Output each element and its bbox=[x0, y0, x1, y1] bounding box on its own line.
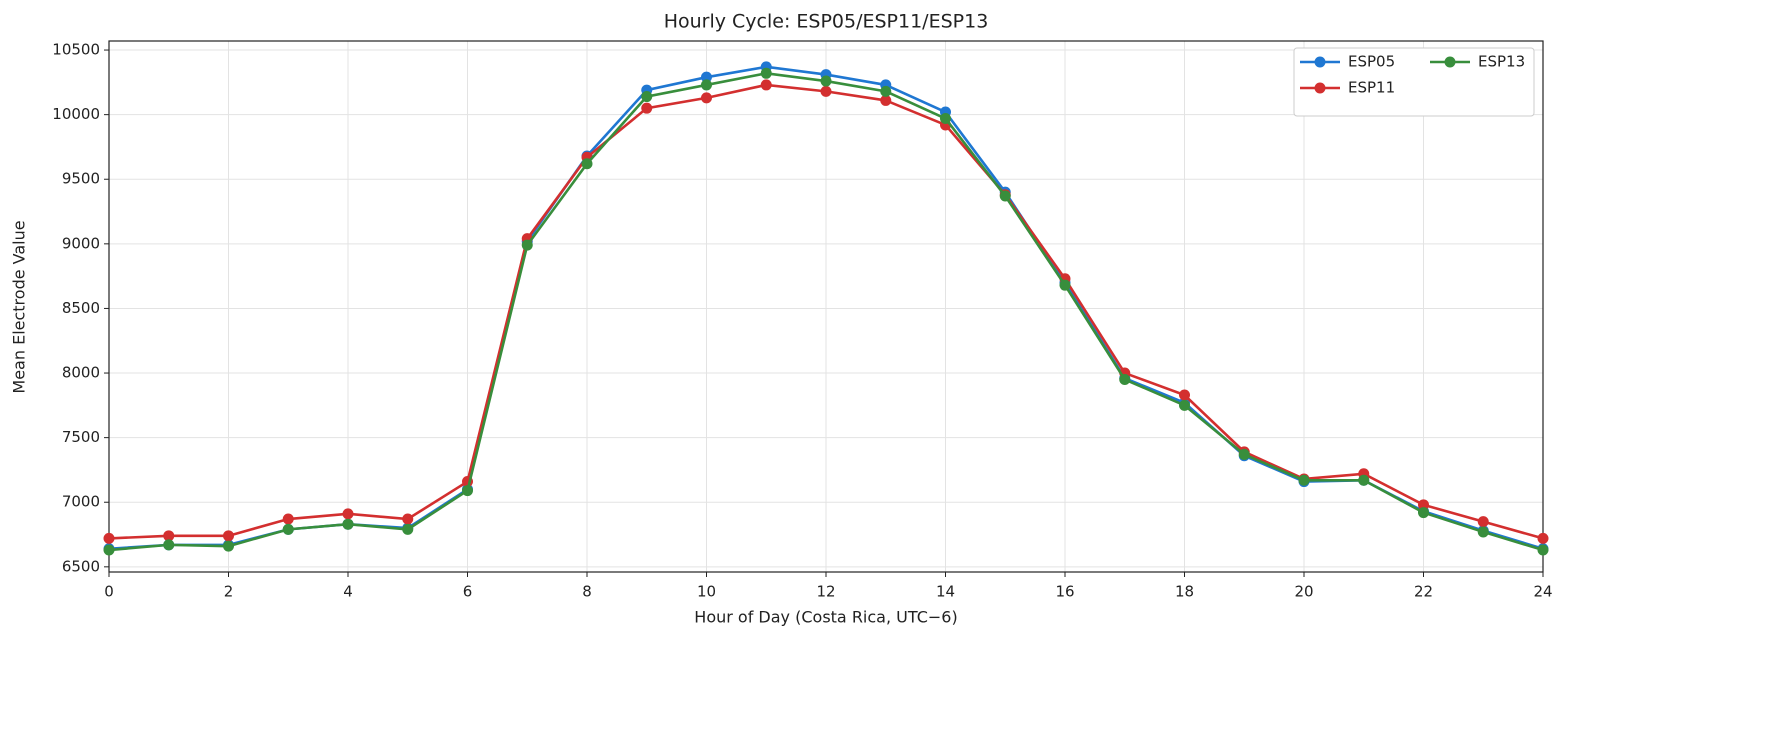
x-tick-label: 6 bbox=[463, 583, 473, 601]
y-tick-label: 8500 bbox=[62, 299, 100, 317]
data-point bbox=[1477, 526, 1489, 538]
y-tick-label: 7000 bbox=[62, 493, 100, 511]
x-tick-label: 20 bbox=[1294, 583, 1313, 601]
legend-marker bbox=[1444, 56, 1456, 68]
data-point bbox=[163, 530, 175, 542]
data-point bbox=[701, 92, 712, 104]
y-tick-label: 10500 bbox=[52, 41, 100, 59]
data-point bbox=[701, 71, 712, 83]
data-point bbox=[820, 75, 832, 87]
legend-marker bbox=[1314, 56, 1326, 68]
data-point bbox=[760, 79, 772, 91]
y-tick-label: 10000 bbox=[52, 105, 100, 123]
x-tick-label: 16 bbox=[1055, 583, 1074, 601]
x-tick-label: 4 bbox=[343, 583, 353, 601]
x-tick-label: 0 bbox=[104, 583, 114, 601]
data-point bbox=[641, 102, 653, 114]
legend-label: ESP05 bbox=[1348, 53, 1395, 71]
x-tick-label: 12 bbox=[816, 583, 835, 601]
x-tick-label: 10 bbox=[697, 583, 716, 601]
x-tick-label: 22 bbox=[1414, 583, 1433, 601]
x-tick-label: 14 bbox=[936, 583, 955, 601]
data-point bbox=[880, 94, 892, 106]
data-point bbox=[1477, 516, 1489, 528]
data-point bbox=[581, 158, 593, 170]
data-point bbox=[1537, 532, 1549, 544]
y-tick-label: 9500 bbox=[62, 170, 100, 188]
data-point bbox=[103, 532, 115, 544]
data-point bbox=[1418, 499, 1429, 511]
data-point bbox=[820, 85, 832, 97]
data-point bbox=[402, 523, 414, 535]
legend-marker bbox=[1314, 82, 1326, 94]
chart-title: Hourly Cycle: ESP05/ESP11/ESP13 bbox=[664, 11, 989, 33]
data-point bbox=[1238, 448, 1250, 460]
data-point bbox=[1537, 544, 1549, 556]
x-tick-label: 18 bbox=[1175, 583, 1194, 601]
plot-frame bbox=[108, 40, 1544, 573]
data-point bbox=[342, 518, 354, 530]
legend-label: ESP11 bbox=[1348, 79, 1395, 97]
data-point bbox=[282, 523, 294, 535]
data-point bbox=[701, 79, 712, 91]
y-tick-label: 7500 bbox=[62, 428, 100, 446]
data-point bbox=[521, 239, 533, 251]
data-point bbox=[1179, 399, 1190, 411]
data-point bbox=[462, 485, 473, 497]
x-axis-label: Hour of Day (Costa Rica, UTC−6) bbox=[694, 608, 957, 627]
y-axis-label: Mean Electrode Value bbox=[10, 220, 29, 393]
data-point bbox=[223, 540, 234, 552]
x-tick-label: 2 bbox=[224, 583, 234, 601]
legend-label: ESP13 bbox=[1478, 53, 1525, 71]
y-tick-label: 8000 bbox=[62, 364, 100, 382]
data-point bbox=[103, 544, 115, 556]
data-point bbox=[641, 91, 653, 103]
data-point bbox=[1298, 474, 1310, 486]
legend-box bbox=[1293, 47, 1535, 117]
data-point bbox=[223, 530, 234, 542]
data-point bbox=[402, 513, 414, 525]
data-point bbox=[760, 67, 772, 79]
data-point bbox=[1358, 474, 1370, 486]
data-point bbox=[282, 513, 294, 525]
x-tick-label: 24 bbox=[1533, 583, 1552, 601]
data-point bbox=[1119, 373, 1131, 385]
data-point bbox=[1418, 507, 1429, 519]
data-point bbox=[1059, 279, 1071, 291]
data-point bbox=[342, 508, 354, 520]
x-tick-label: 8 bbox=[582, 583, 592, 601]
data-point bbox=[1179, 389, 1190, 401]
data-point bbox=[163, 539, 175, 551]
data-point bbox=[880, 85, 892, 97]
y-tick-label: 9000 bbox=[62, 234, 100, 252]
y-tick-label: 6500 bbox=[62, 557, 100, 575]
data-point bbox=[940, 113, 951, 125]
data-point bbox=[999, 190, 1011, 202]
